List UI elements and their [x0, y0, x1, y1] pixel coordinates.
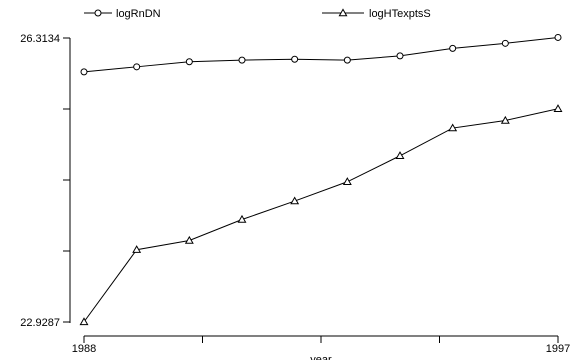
- series-group: [79, 33, 563, 326]
- data-point: [553, 104, 563, 112]
- data-point: [238, 56, 246, 64]
- data-point: [79, 317, 89, 326]
- data-point: [395, 151, 405, 159]
- data-point: [237, 214, 247, 223]
- legend: logRnDN logHTexptsS: [84, 8, 431, 20]
- series-line: [83, 108, 559, 323]
- data-point: [133, 63, 141, 71]
- series-logRnDN: [80, 33, 562, 76]
- data-point: [343, 56, 351, 64]
- y-tick-label: 26.3134: [20, 33, 60, 45]
- data-point: [554, 33, 562, 41]
- data-point: [184, 235, 194, 244]
- data-point: [342, 177, 352, 185]
- legend-swatch-marker: [338, 8, 348, 17]
- x-axis-title: year: [310, 354, 332, 360]
- series-line: [83, 36, 559, 73]
- data-point: [501, 39, 509, 47]
- legend-item: logHTexptsS: [322, 8, 431, 20]
- x-tick-label: 1997: [546, 343, 570, 355]
- data-point: [132, 245, 142, 253]
- data-point: [448, 123, 458, 132]
- x-ticks: 1988 1997: [72, 336, 570, 355]
- legend-item: logRnDN: [84, 8, 161, 20]
- legend-swatch-marker: [94, 9, 102, 17]
- legend-label: logRnDN: [116, 8, 161, 20]
- data-point: [290, 196, 300, 205]
- data-point: [500, 115, 510, 124]
- plot-axes: [69, 38, 558, 337]
- series-logHTexptsS: [79, 104, 563, 326]
- x-tick-label: 1988: [72, 343, 96, 355]
- data-point: [396, 52, 404, 60]
- data-point: [291, 55, 299, 63]
- data-point: [185, 58, 193, 66]
- legend-label: logHTexptsS: [369, 8, 431, 20]
- data-point: [80, 68, 88, 76]
- data-point: [449, 44, 457, 52]
- y-tick-label: 22.9287: [20, 317, 60, 329]
- y-ticks: 22.9287 26.3134: [20, 33, 70, 329]
